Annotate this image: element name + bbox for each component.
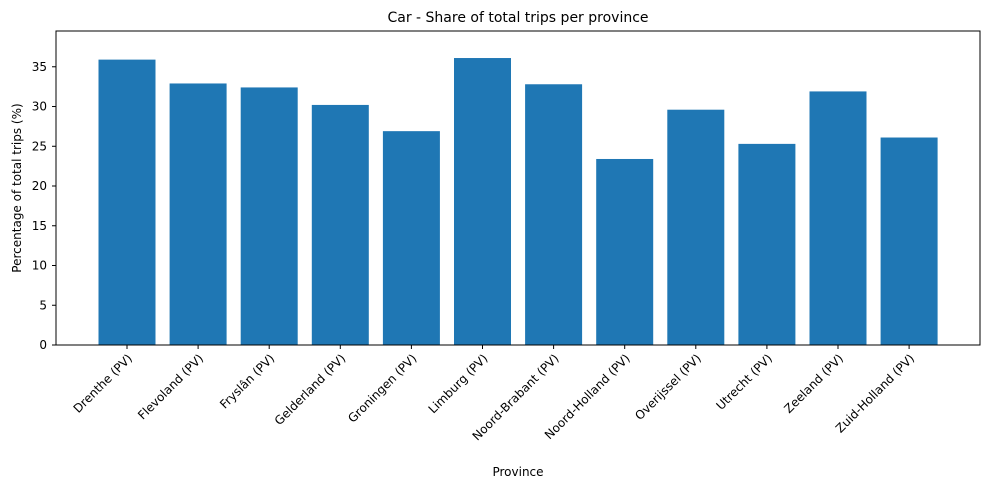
plot-area [98,58,938,346]
x-tick-label-4: Groningen (PV) [345,351,419,425]
chart-title: Car - Share of total trips per province [387,10,648,26]
y-axis: 0 5 10 15 20 25 30 35 [32,60,56,352]
x-tick-label-2: Fryslân (PV) [217,351,277,411]
plot-frame [55,30,981,346]
bar-4 [382,131,440,345]
x-tick-label-9: Utrecht (PV) [713,351,775,413]
bar-1 [169,83,227,345]
bar-0 [98,59,156,346]
x-tick-label-8: Overijssel (PV) [632,351,704,423]
x-tick-label-1: Flevoland (PV) [135,351,206,422]
bar-2 [240,87,298,345]
x-tick-label-11: Zuid-Holland (PV) [833,351,917,435]
x-tick-label-0: Drenthe (PV) [71,351,136,416]
bar-9 [738,143,796,345]
bar-5 [454,58,511,345]
y-tick-label-3: 15 [32,219,47,233]
x-axis: Drenthe (PV) Flevoland (PV) Fryslân (PV)Ge… [71,345,917,443]
y-tick-label-4: 20 [32,179,47,193]
x-tick-label-3: Gelderland (PV) [272,351,349,428]
x-axis-label: Province [492,465,543,479]
bar-6 [525,84,583,345]
bar-7 [596,158,654,345]
y-tick-label-2: 10 [32,259,47,273]
x-tick-label-5: Limburg (PV) [426,351,491,416]
bar-3 [311,104,369,346]
y-tick-label-5: 25 [32,139,47,153]
bar-10 [809,91,867,345]
bar-8 [667,109,725,345]
y-tick-label-7: 35 [32,60,47,74]
y-tick-label-1: 5 [39,298,47,312]
y-axis-label: Percentage of total trips (%) [10,103,24,272]
bar-11 [880,137,938,345]
y-tick-label-0: 0 [39,338,47,352]
y-tick-label-6: 30 [32,100,47,114]
x-tick-label-10: Zeeland (PV) [781,351,846,416]
